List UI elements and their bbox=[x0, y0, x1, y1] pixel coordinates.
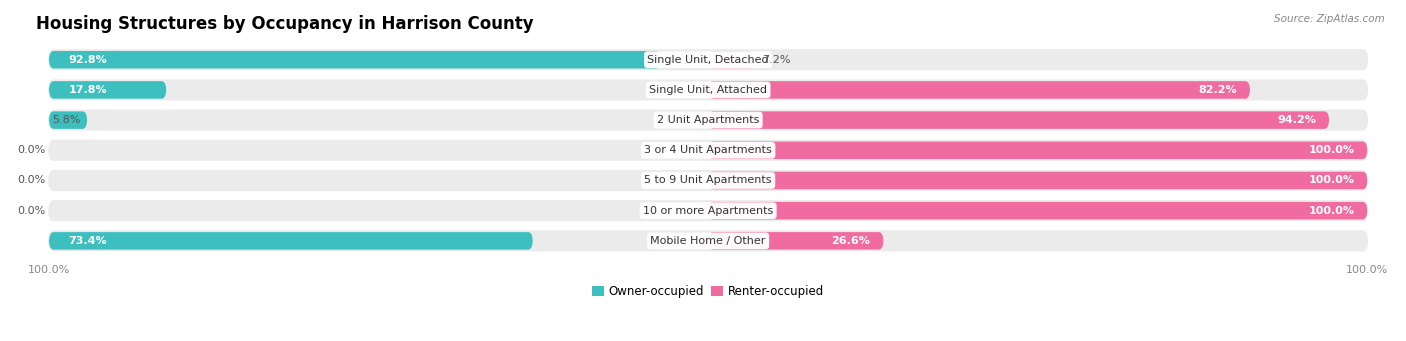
FancyBboxPatch shape bbox=[709, 202, 1368, 220]
Text: 3 or 4 Unit Apartments: 3 or 4 Unit Apartments bbox=[644, 145, 772, 155]
FancyBboxPatch shape bbox=[48, 109, 1368, 131]
FancyBboxPatch shape bbox=[709, 172, 1368, 189]
FancyBboxPatch shape bbox=[48, 170, 1368, 191]
Text: 100.0%: 100.0% bbox=[1308, 176, 1354, 186]
Text: Source: ZipAtlas.com: Source: ZipAtlas.com bbox=[1274, 14, 1385, 24]
Text: 10 or more Apartments: 10 or more Apartments bbox=[643, 206, 773, 216]
FancyBboxPatch shape bbox=[49, 51, 661, 69]
FancyBboxPatch shape bbox=[49, 112, 87, 129]
FancyBboxPatch shape bbox=[709, 112, 1329, 129]
Text: 0.0%: 0.0% bbox=[17, 176, 45, 186]
Text: 5 to 9 Unit Apartments: 5 to 9 Unit Apartments bbox=[644, 176, 772, 186]
Text: 17.8%: 17.8% bbox=[69, 85, 107, 95]
Text: 0.0%: 0.0% bbox=[17, 145, 45, 155]
FancyBboxPatch shape bbox=[49, 232, 533, 250]
Text: 2 Unit Apartments: 2 Unit Apartments bbox=[657, 115, 759, 125]
Text: 100.0%: 100.0% bbox=[1308, 145, 1354, 155]
Text: Single Unit, Detached: Single Unit, Detached bbox=[647, 55, 769, 65]
Text: Single Unit, Attached: Single Unit, Attached bbox=[650, 85, 768, 95]
Text: 100.0%: 100.0% bbox=[1308, 206, 1354, 216]
Text: 0.0%: 0.0% bbox=[17, 206, 45, 216]
Text: Housing Structures by Occupancy in Harrison County: Housing Structures by Occupancy in Harri… bbox=[35, 15, 533, 33]
Text: 7.2%: 7.2% bbox=[762, 55, 790, 65]
Text: 73.4%: 73.4% bbox=[69, 236, 107, 246]
Text: 92.8%: 92.8% bbox=[69, 55, 107, 65]
FancyBboxPatch shape bbox=[48, 79, 1368, 101]
Text: 5.8%: 5.8% bbox=[52, 115, 80, 125]
FancyBboxPatch shape bbox=[49, 81, 166, 99]
Legend: Owner-occupied, Renter-occupied: Owner-occupied, Renter-occupied bbox=[588, 281, 828, 303]
FancyBboxPatch shape bbox=[709, 51, 755, 69]
FancyBboxPatch shape bbox=[48, 200, 1368, 221]
Text: 82.2%: 82.2% bbox=[1198, 85, 1237, 95]
FancyBboxPatch shape bbox=[48, 140, 1368, 161]
Text: 94.2%: 94.2% bbox=[1277, 115, 1316, 125]
FancyBboxPatch shape bbox=[709, 232, 883, 250]
FancyBboxPatch shape bbox=[709, 81, 1250, 99]
Text: 26.6%: 26.6% bbox=[831, 236, 870, 246]
Text: Mobile Home / Other: Mobile Home / Other bbox=[651, 236, 766, 246]
FancyBboxPatch shape bbox=[709, 142, 1368, 159]
FancyBboxPatch shape bbox=[48, 230, 1368, 251]
FancyBboxPatch shape bbox=[48, 49, 1368, 70]
